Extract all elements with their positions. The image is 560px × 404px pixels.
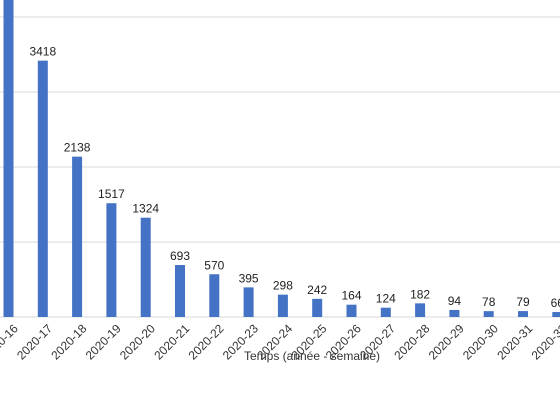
bar bbox=[449, 309, 460, 317]
bar bbox=[37, 60, 48, 318]
bar bbox=[312, 298, 323, 317]
bar-value-label: 182 bbox=[410, 287, 430, 301]
x-tick-label: 2020-22 bbox=[186, 321, 227, 362]
bar bbox=[380, 307, 391, 317]
bar-value-label: 94 bbox=[448, 294, 462, 308]
x-tick-label: 2020-21 bbox=[151, 321, 192, 362]
x-tick-label: 2020-30 bbox=[460, 321, 501, 362]
bar bbox=[346, 304, 357, 317]
bar bbox=[552, 312, 560, 317]
bar bbox=[277, 294, 288, 317]
bar-value-label: 570 bbox=[204, 258, 224, 272]
x-tick-label: 2020-32 bbox=[529, 321, 560, 362]
bar bbox=[3, 0, 14, 317]
bar-value-label: 2138 bbox=[64, 141, 91, 155]
bar-value-label: 164 bbox=[341, 289, 361, 303]
x-tick-label: 2020-18 bbox=[48, 321, 89, 362]
bar-value-label: 298 bbox=[273, 279, 293, 293]
bar bbox=[72, 156, 83, 317]
x-tick-label: 2020-19 bbox=[83, 321, 124, 362]
bar-value-label: 66 bbox=[551, 296, 560, 310]
bar bbox=[483, 311, 494, 317]
bar bbox=[175, 265, 185, 317]
bar-value-label: 3418 bbox=[29, 45, 56, 59]
bar-value-label: 1517 bbox=[98, 187, 125, 201]
x-tick-label: 2020-28 bbox=[391, 321, 432, 362]
x-tick-label: 2020-31 bbox=[494, 321, 535, 362]
bar bbox=[415, 303, 426, 317]
bar bbox=[243, 287, 254, 317]
x-tick-label: 2020-20 bbox=[117, 321, 158, 362]
gridlines bbox=[0, 16, 560, 318]
bars bbox=[3, 0, 560, 318]
bar-value-label: 79 bbox=[516, 295, 530, 309]
x-tick-label: 2020-29 bbox=[426, 321, 467, 362]
value-labels: 6027341821381517132469357039529824216412… bbox=[29, 45, 560, 310]
x-tick-label: 2020-17 bbox=[14, 321, 55, 362]
bar-value-label: 78 bbox=[482, 295, 496, 309]
bar-value-label: 1324 bbox=[132, 202, 159, 216]
bar-value-label: 395 bbox=[239, 271, 259, 285]
x-axis-title: Temps (année - semaine) bbox=[244, 349, 380, 363]
bar-value-label: 693 bbox=[170, 249, 190, 263]
bar bbox=[140, 217, 151, 317]
bar bbox=[106, 203, 117, 317]
bar-value-label: 242 bbox=[307, 283, 327, 297]
bar bbox=[209, 274, 220, 317]
bar bbox=[518, 311, 528, 317]
bar-value-label: 124 bbox=[376, 292, 396, 306]
